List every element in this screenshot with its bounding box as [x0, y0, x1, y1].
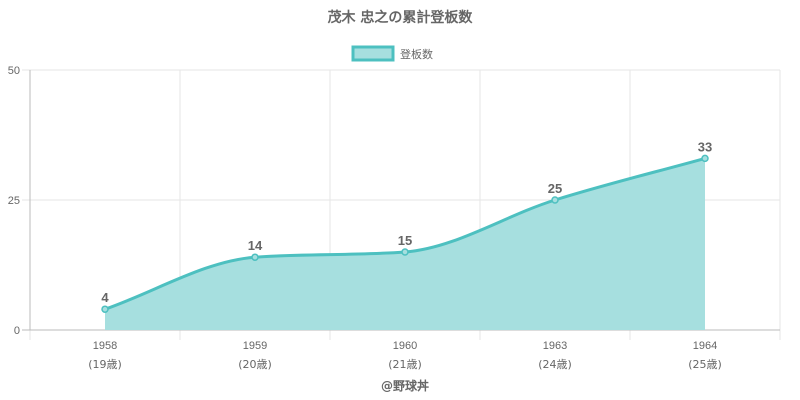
x-tick-sublabel: (24歳)	[538, 358, 572, 371]
data-point	[401, 248, 409, 256]
legend-label: 登板数	[400, 47, 433, 61]
data-label: 15	[398, 233, 412, 248]
y-axis: 0 25 50	[8, 65, 20, 337]
legend-swatch	[351, 45, 395, 62]
x-tick-sublabel: (19歳)	[88, 358, 122, 371]
x-tick-sublabel: (25歳)	[688, 358, 722, 371]
legend: 登板数	[351, 45, 433, 62]
x-tick-label: 1963	[543, 340, 567, 352]
x-tick-sublabel: (20歳)	[238, 358, 272, 371]
credit-text: @野球丼	[381, 378, 429, 393]
x-tick-sublabel: (21歳)	[388, 358, 422, 371]
y-tick-label: 25	[8, 195, 20, 207]
x-tick-label: 1958	[93, 340, 117, 352]
data-label: 25	[548, 181, 562, 196]
data-point	[701, 154, 709, 163]
chart-title: 茂木 忠之の累計登板数	[328, 9, 474, 26]
data-point	[101, 305, 109, 313]
data-label: 4	[101, 290, 109, 305]
x-axis: 1958 (19歳) 1959 (20歳) 1960 (21歳) 1963 (24歳) 1964…	[88, 340, 722, 371]
y-tick-label: 50	[8, 65, 20, 77]
x-tick-label: 1959	[243, 340, 267, 352]
x-tick-label: 1964	[693, 340, 717, 352]
data-point	[551, 196, 559, 204]
y-tick-label: 0	[14, 325, 20, 337]
data-label: 14	[248, 238, 263, 253]
data-labels: 4 14 15 25 33	[101, 139, 712, 305]
x-tick-label: 1960	[393, 340, 417, 352]
data-point	[251, 253, 259, 261]
series-group	[101, 154, 709, 330]
data-label: 33	[698, 139, 712, 154]
